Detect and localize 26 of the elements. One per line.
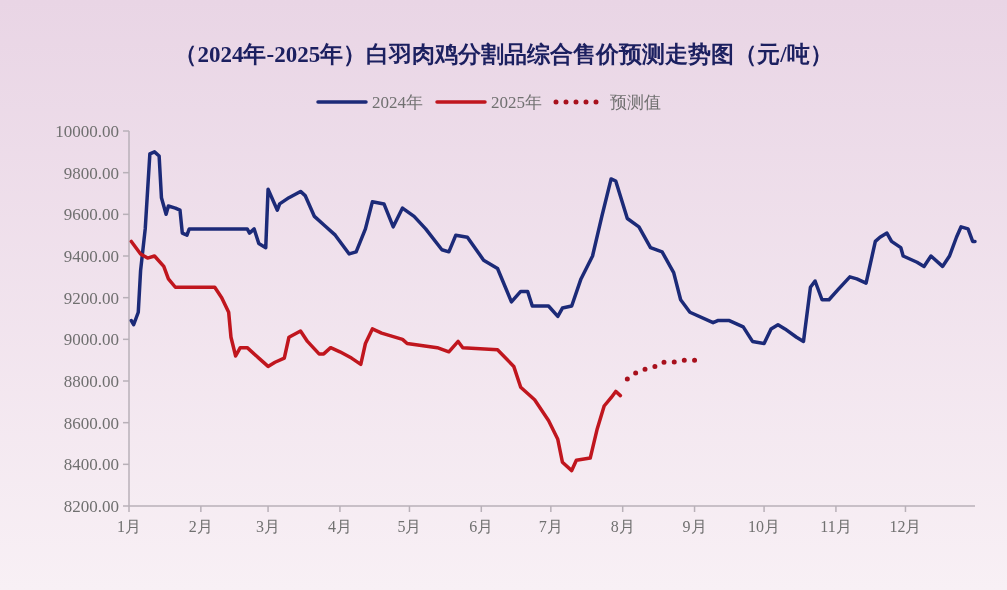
x-tick-label: 8月 — [610, 518, 635, 535]
x-tick-label: 4月 — [327, 518, 352, 535]
x-tick-label: 11月 — [820, 518, 852, 535]
x-tick-label: 3月 — [256, 518, 281, 535]
y-tick-label: 8400.00 — [63, 455, 119, 475]
x-tick-label: 10月 — [748, 518, 781, 535]
x-tick-label: 9月 — [682, 518, 707, 535]
y-tick-label: 9600.00 — [63, 205, 119, 225]
x-tick-label: 7月 — [538, 518, 563, 535]
legend-label: 2024年 — [372, 93, 423, 112]
y-tick-label: 8600.00 — [63, 413, 119, 433]
x-tick-label: 6月 — [469, 518, 494, 535]
y-tick-label: 9800.00 — [63, 163, 119, 183]
x-tick-label: 2月 — [188, 518, 213, 535]
legend-label: 2025年 — [491, 93, 542, 112]
x-tick-label: 1月 — [117, 518, 141, 535]
y-tick-label: 8800.00 — [63, 372, 119, 391]
y-tick-label: 9200.00 — [63, 288, 119, 308]
y-tick-label: 8200.00 — [63, 497, 119, 516]
y-tick-label: 9400.00 — [63, 247, 119, 266]
y-tick-label: 9000.00 — [63, 330, 119, 350]
x-tick-label: 12月 — [889, 518, 922, 535]
legend-label: 预测值 — [610, 93, 661, 112]
y-tick-label: 10000.00 — [55, 122, 119, 141]
x-tick-label: 5月 — [397, 518, 422, 535]
chart-title: （2024年-2025年）白羽肉鸡分割品综合售价预测走势图（元/吨） — [174, 42, 833, 67]
